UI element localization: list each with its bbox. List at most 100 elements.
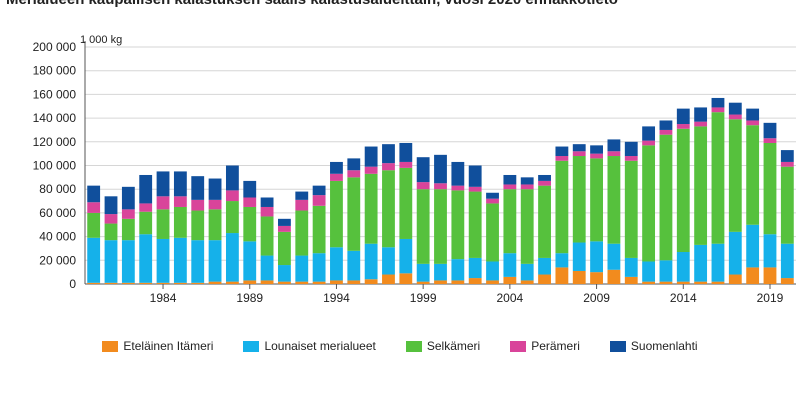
bar-segment bbox=[503, 276, 517, 284]
bar-segment bbox=[590, 272, 603, 284]
chart-title: Merialueen kaupallisen kalastuksen saali… bbox=[6, 0, 618, 8]
bar-segment bbox=[451, 280, 465, 284]
bar-segment bbox=[121, 186, 135, 210]
bar-segment bbox=[780, 166, 794, 244]
bar-segment bbox=[399, 238, 413, 274]
bar-segment bbox=[746, 125, 760, 225]
bar-segment bbox=[104, 214, 118, 224]
bar-segment bbox=[572, 270, 586, 284]
bar-segment bbox=[416, 157, 430, 183]
bar-segment bbox=[330, 180, 343, 248]
bar-segment bbox=[520, 189, 534, 264]
bar-segment bbox=[555, 253, 569, 268]
bar-segment bbox=[642, 145, 656, 262]
bar-segment bbox=[763, 234, 777, 268]
bar-segment bbox=[416, 263, 430, 282]
bar-segment bbox=[364, 279, 378, 284]
bar-segment bbox=[243, 206, 257, 242]
bar-segment bbox=[642, 281, 656, 284]
bar-segment bbox=[173, 237, 187, 283]
bar-segment bbox=[711, 281, 725, 284]
bar-segment bbox=[208, 209, 222, 241]
bar-segment bbox=[399, 161, 413, 168]
bar-segment bbox=[399, 142, 413, 162]
bar-segment bbox=[486, 198, 499, 204]
x-tick-label: 1994 bbox=[323, 291, 350, 305]
bar-segment bbox=[156, 282, 170, 284]
bar-segment bbox=[87, 212, 101, 238]
bar-segment bbox=[451, 259, 465, 281]
bar-segment bbox=[468, 257, 482, 279]
bar-segment bbox=[104, 196, 118, 215]
bar-segment bbox=[572, 144, 586, 152]
bar-segment bbox=[624, 156, 638, 161]
bar-segment bbox=[728, 119, 742, 232]
bar-segment bbox=[243, 180, 257, 198]
bar-segment bbox=[364, 173, 378, 244]
bar-segment bbox=[382, 247, 395, 275]
bar-segment bbox=[104, 223, 118, 241]
legend-swatch bbox=[102, 340, 119, 352]
bar-segment bbox=[173, 171, 187, 197]
y-tick-label: 180 000 bbox=[33, 64, 77, 78]
bar-segment bbox=[659, 120, 673, 130]
bar-segment bbox=[538, 174, 551, 181]
legend-swatch bbox=[243, 340, 260, 352]
bar-segment bbox=[520, 177, 534, 185]
bar-segment bbox=[676, 124, 690, 129]
bar-segment bbox=[780, 243, 794, 279]
bar-segment bbox=[711, 112, 725, 244]
bar-segment bbox=[607, 269, 621, 284]
legend-label: Selkämeri bbox=[426, 339, 481, 353]
bar-segment bbox=[468, 165, 482, 187]
bar-segment bbox=[503, 184, 517, 190]
bar-segment bbox=[121, 218, 135, 241]
legend-item: Lounaiset merialueet bbox=[243, 339, 376, 353]
bar-segment bbox=[711, 107, 725, 113]
bar-segment bbox=[278, 265, 291, 282]
x-tick-label: 2014 bbox=[670, 291, 697, 305]
bar-segment bbox=[121, 240, 135, 283]
bar-segment bbox=[763, 138, 777, 143]
bar-segment bbox=[156, 209, 170, 239]
bar-segment bbox=[87, 237, 101, 283]
bar-segment bbox=[87, 185, 101, 203]
bar-segment bbox=[139, 174, 153, 204]
x-tick-label: 1989 bbox=[236, 291, 263, 305]
bar-segment bbox=[382, 170, 395, 248]
bar-segment bbox=[260, 206, 274, 217]
bar-segment bbox=[104, 240, 118, 283]
bar-segment bbox=[624, 257, 638, 277]
legend-item: Eteläinen Itämeri bbox=[102, 339, 213, 353]
bar-segment bbox=[572, 242, 586, 271]
bar-segment bbox=[642, 140, 656, 146]
bar-segment bbox=[642, 126, 656, 141]
legend-label: Lounaiset merialueet bbox=[264, 339, 376, 353]
x-tick-label: 2009 bbox=[583, 291, 610, 305]
bar-segment bbox=[468, 191, 482, 258]
bar-segment bbox=[486, 192, 499, 199]
bar-segment bbox=[780, 278, 794, 284]
bar-segment bbox=[382, 274, 395, 284]
bar-segment bbox=[208, 240, 222, 282]
bar-segment bbox=[191, 176, 205, 200]
bar-segment bbox=[278, 281, 291, 284]
bar-segment bbox=[347, 280, 361, 284]
bar-segment bbox=[312, 205, 326, 254]
bar-segment bbox=[590, 153, 603, 159]
bar-segment bbox=[173, 196, 187, 207]
legend-label: Suomenlahti bbox=[630, 339, 698, 353]
bar-segment bbox=[399, 273, 413, 284]
bar-segment bbox=[225, 190, 239, 202]
bar-segment bbox=[330, 161, 343, 174]
bar-segment bbox=[225, 201, 239, 234]
bar-segment bbox=[243, 241, 257, 281]
bar-segment bbox=[780, 150, 794, 162]
y-tick-label: 200 000 bbox=[33, 40, 77, 54]
bar-segment bbox=[225, 233, 239, 282]
bar-segment bbox=[503, 253, 517, 277]
bar-segment bbox=[191, 240, 205, 283]
bar-segment bbox=[676, 252, 690, 282]
bar-segment bbox=[642, 261, 656, 282]
